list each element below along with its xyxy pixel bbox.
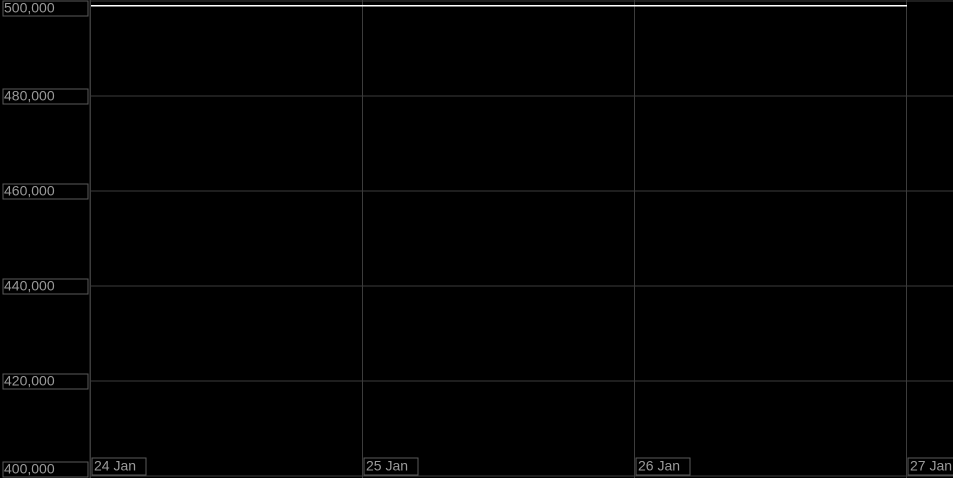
y-tick-label: 440,000 — [4, 278, 55, 294]
y-tick-box — [2, 88, 89, 105]
y-tick-box — [2, 461, 89, 478]
x-tick-box — [907, 457, 953, 476]
x-tick-label: 27 Jan — [910, 458, 952, 474]
x-tick-box — [363, 457, 419, 476]
y-tick-box — [2, 278, 89, 295]
x-tick-label: 25 Jan — [366, 458, 408, 474]
x-tick-label: 24 Jan — [94, 458, 136, 474]
y-tick-label: 460,000 — [4, 183, 55, 199]
y-tick-box — [2, 183, 89, 200]
x-tick-box — [635, 457, 691, 476]
y-tick-box — [2, 373, 89, 390]
x-tick-box — [91, 457, 147, 476]
x-tick-label: 26 Jan — [638, 458, 680, 474]
y-tick-label: 400,000 — [4, 461, 55, 477]
y-tick-label: 500,000 — [4, 0, 55, 16]
y-tick-box — [2, 0, 89, 17]
y-tick-label: 480,000 — [4, 88, 55, 104]
y-tick-label: 420,000 — [4, 373, 55, 389]
